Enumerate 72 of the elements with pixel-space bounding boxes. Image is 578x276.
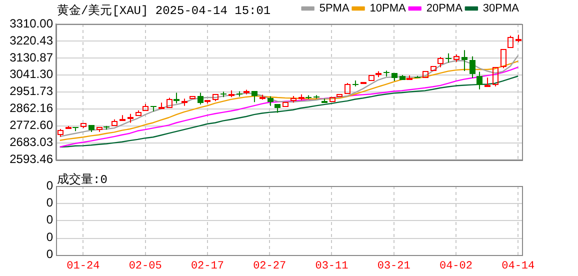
candlestick	[120, 114, 126, 121]
candlestick	[454, 54, 460, 62]
y-tick-label: 3130.87	[10, 50, 54, 64]
candlestick	[414, 75, 420, 78]
candlestick	[330, 97, 336, 102]
chart-title: 黄金/美元[XAU] 2025-04-14 15:01	[57, 2, 271, 19]
text: 成交量:0	[57, 172, 108, 188]
y-tick-label: 3310.00	[10, 16, 54, 30]
category-label: 03-21	[377, 260, 411, 272]
category-label: 04-02	[439, 260, 472, 272]
candlestick	[58, 128, 64, 138]
candlestick	[80, 123, 86, 129]
y-tick-label: 2683.03	[10, 135, 54, 150]
legend-label: 20PMA	[426, 2, 464, 15]
category-label: 02-27	[253, 260, 286, 272]
candlestick	[470, 56, 476, 79]
candlestick	[128, 113, 134, 124]
candlestick	[198, 92, 204, 106]
text: 0	[46, 178, 54, 192]
candlestick	[422, 71, 428, 78]
candlestick	[438, 56, 444, 68]
candlestick	[352, 80, 358, 87]
text: 0	[46, 212, 54, 227]
candlestick	[368, 75, 374, 81]
text: 0	[46, 247, 54, 262]
candlestick	[204, 100, 210, 104]
candlestick	[88, 125, 94, 133]
candlestick	[190, 96, 196, 99]
text: 0	[46, 196, 54, 210]
candlestick	[384, 70, 390, 77]
candlestick	[492, 67, 498, 87]
candlestick	[150, 106, 156, 112]
candlestick	[462, 50, 468, 72]
legend-label: 5PMA	[319, 2, 350, 15]
candlestick	[72, 127, 78, 132]
y-tick-label: 2593.46	[10, 152, 54, 166]
y-tick-label: 2951.73	[10, 84, 54, 98]
candlestick	[66, 125, 72, 129]
candlestick	[446, 52, 452, 64]
candlestick	[406, 75, 412, 80]
candlestick	[142, 103, 148, 111]
candlestick	[158, 102, 164, 109]
candlestick	[282, 102, 288, 107]
candlestick	[166, 97, 172, 108]
candlestick	[336, 94, 342, 97]
y-tick-label: 3041.30	[10, 67, 54, 82]
candlestick	[322, 98, 328, 103]
candlestick	[174, 92, 180, 104]
category-label: 04-14	[502, 260, 536, 272]
legend-label: 10PMA	[370, 2, 407, 15]
candlestick	[268, 96, 274, 106]
legend-label: 30PMA	[482, 2, 520, 15]
category-label: 03-11	[315, 260, 349, 272]
candlestick	[392, 73, 398, 82]
candlestick	[306, 94, 312, 100]
category-label: 02-17	[190, 260, 224, 272]
candlestick	[274, 104, 280, 114]
candlestick	[430, 66, 436, 71]
candlestick	[476, 71, 482, 90]
category-label: 02-05	[128, 260, 162, 272]
candlestick	[400, 74, 406, 80]
candlestick	[244, 89, 250, 95]
y-tick-label: 2862.16	[10, 101, 54, 116]
candlestick	[290, 96, 296, 104]
candlestick	[96, 127, 102, 132]
candlestick	[136, 110, 142, 116]
category-label: 01-24	[66, 260, 100, 272]
candlestick	[252, 91, 258, 103]
y-tick-label: 2772.60	[10, 118, 54, 132]
text: 0	[46, 230, 54, 244]
candlestick	[344, 82, 350, 94]
y-tick-label: 3220.43	[10, 33, 54, 48]
